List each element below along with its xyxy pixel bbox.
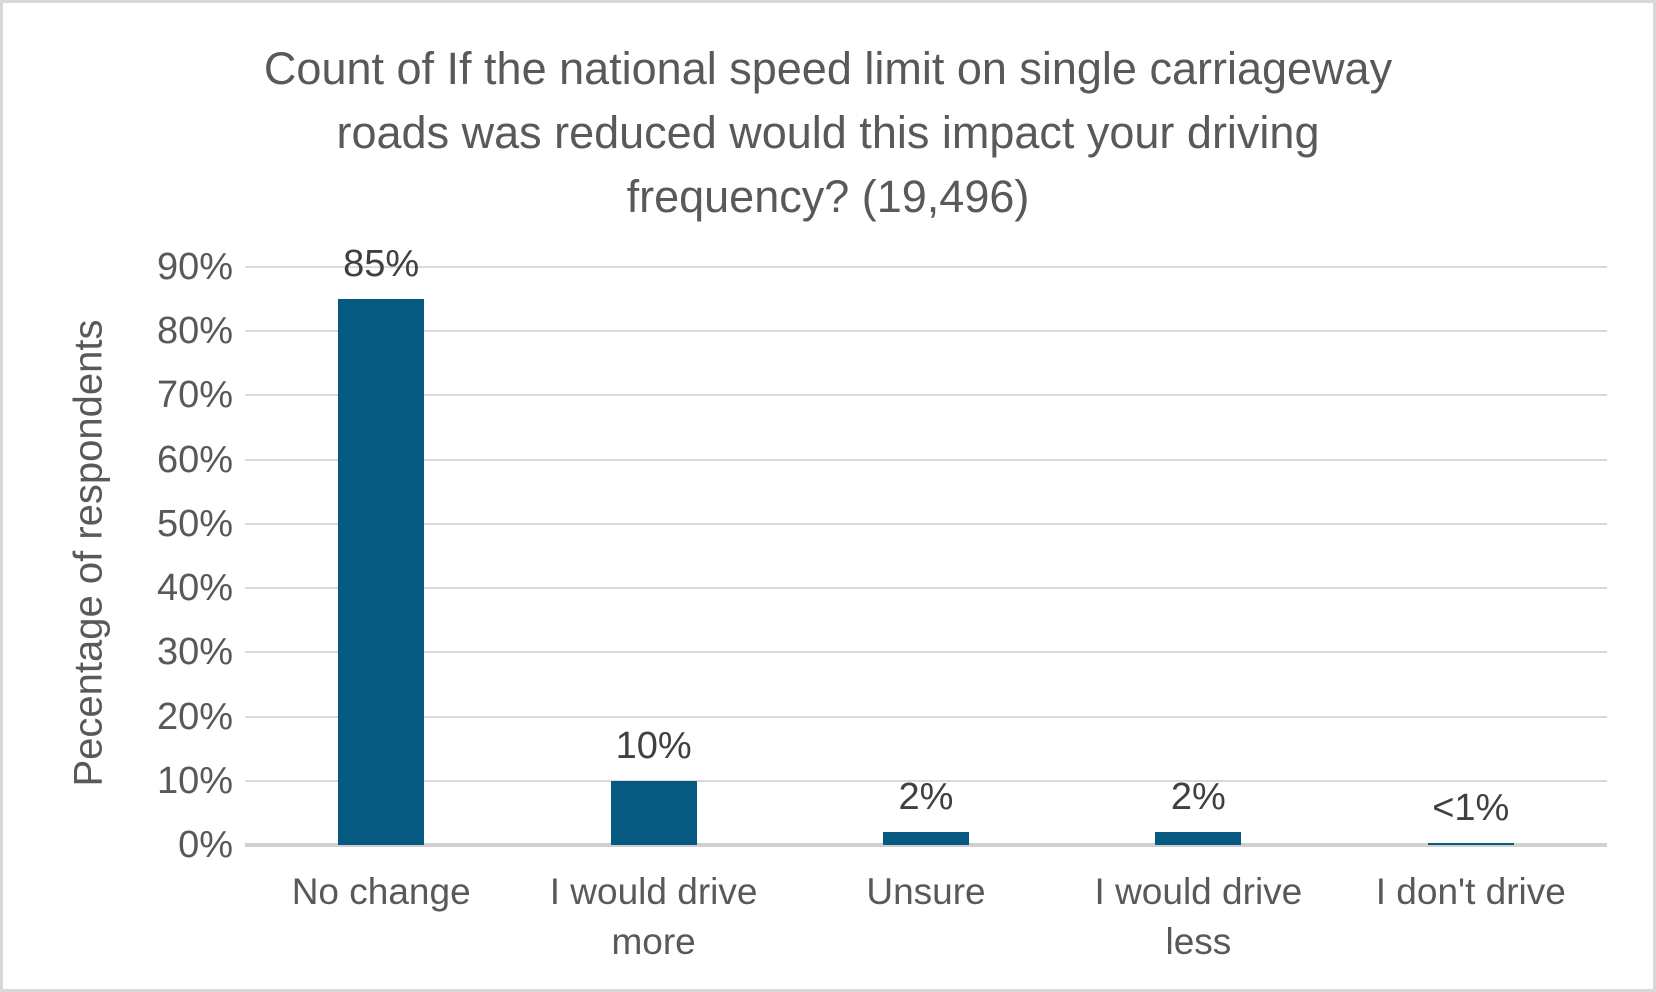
chart-title-line-3: frequency? (19,496) [626, 171, 1030, 222]
bar [883, 832, 969, 845]
gridline [245, 458, 1607, 461]
bar [338, 299, 425, 845]
gridline [245, 330, 1607, 333]
x-axis-line [245, 843, 1607, 847]
bar [610, 780, 697, 845]
y-tick-label: 90% [156, 246, 233, 288]
gridline [245, 394, 1607, 397]
y-tick-label: 50% [156, 502, 233, 545]
chart-title-line-2: roads was reduced would this impact your… [336, 107, 1320, 158]
bar-value-label: 2% [1170, 776, 1226, 819]
chart-title: Count of If the national speed limit on … [3, 37, 1653, 229]
y-tick-label: 30% [156, 631, 233, 674]
category-label: I would drive less [1094, 871, 1303, 962]
category-label: No change [291, 871, 471, 912]
y-tick-label: 10% [156, 759, 233, 802]
bar-value-label: 85% [343, 243, 420, 286]
bar-value-label: 2% [898, 776, 954, 819]
y-tick-label: 20% [156, 695, 233, 738]
y-tick-label: 0% [178, 824, 233, 866]
category-label: Unsure [866, 871, 986, 912]
bar-value-label: <1% [1432, 787, 1510, 830]
y-tick-label: 70% [156, 374, 233, 417]
y-tick-label: 80% [156, 310, 233, 353]
y-tick-label: 40% [156, 567, 233, 610]
bar [1427, 843, 1514, 845]
category-label: I don't drive [1375, 871, 1566, 912]
plot-area: 0% 10% 20% 30% 40% 50% 60% 70% 80% 90% 85% No chang… [3, 3, 1653, 989]
chart-title-line-1: Count of If the national speed limit on … [263, 43, 1393, 94]
bar [1155, 832, 1242, 845]
gridline [245, 266, 1607, 268]
gridline [245, 715, 1607, 718]
bar-value-label: 10% [615, 724, 692, 767]
gridline [245, 587, 1607, 590]
gridline [245, 651, 1607, 654]
gridline [245, 779, 1607, 782]
category-label: I would drive more [549, 871, 758, 962]
gridline [245, 522, 1607, 525]
y-tick-label: 60% [156, 438, 233, 481]
